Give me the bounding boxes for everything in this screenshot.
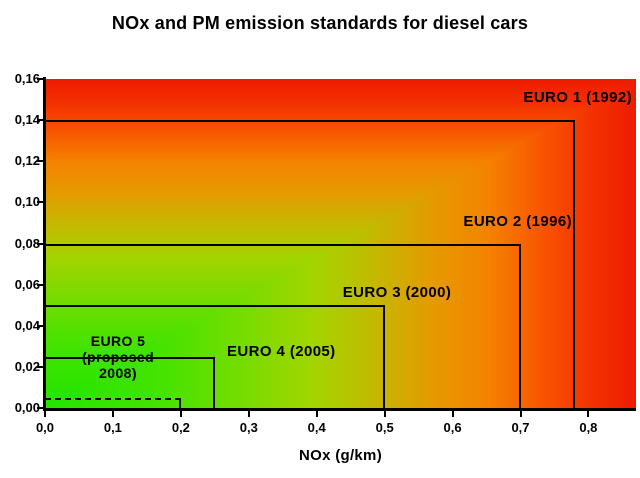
euro-rectangle-euro4 (45, 356, 215, 408)
euro-label-euro4: EURO 4 (2005) (227, 343, 336, 360)
euro-label-euro5: EURO 5 (proposed 2008) (82, 333, 154, 381)
x-axis-tick (383, 411, 386, 417)
x-axis-label: NOx (g/km) (298, 447, 382, 464)
euro-rectangle-euro5 (45, 397, 181, 408)
x-axis-line (43, 408, 636, 411)
chart-title: NOx and PM emission standards for diesel… (111, 13, 529, 33)
plot-area (45, 79, 636, 408)
x-axis-tick (111, 411, 114, 417)
y-tick-label: 0,14 (14, 112, 40, 128)
y-tick-label: 0,12 (14, 153, 40, 169)
y-axis-tick (37, 365, 44, 368)
x-tick-label: 0,3 (239, 420, 258, 435)
x-tick-label: 0,1 (103, 420, 122, 435)
euro-label-line: EURO 5 (90, 333, 146, 349)
y-axis-tick (37, 283, 44, 286)
euro-rectangle-euro2 (45, 243, 521, 408)
x-axis-tick (44, 411, 46, 417)
x-axis-tick (247, 411, 250, 417)
y-axis-line (43, 77, 46, 411)
x-tick-label: 0,6 (443, 420, 462, 435)
y-axis-tick (37, 201, 44, 204)
euro-label-euro2: EURO 2 (1996) (463, 213, 572, 230)
x-tick-label: 0,7 (511, 420, 530, 435)
x-axis-tick (315, 411, 318, 417)
x-axis-tick (451, 411, 454, 417)
euro-rectangle-euro3 (45, 305, 385, 408)
y-tick-label: 0,16 (14, 71, 40, 86)
y-axis-tick (37, 160, 44, 163)
euro-label-line: 2008) (99, 365, 137, 381)
x-tick-label: 0,2 (171, 420, 190, 435)
y-axis-tick (37, 324, 44, 327)
x-axis-tick (519, 411, 522, 417)
x-tick-label: 0,5 (375, 420, 394, 435)
euro-rectangle-euro1 (45, 120, 575, 408)
euro-label-euro3: EURO 3 (2000) (342, 284, 452, 301)
y-tick-label: 0,04 (14, 317, 40, 333)
y-tick-label: 0,06 (14, 276, 40, 292)
x-axis-tick (587, 411, 590, 417)
y-axis-tick (37, 242, 44, 245)
y-axis-tick (37, 407, 44, 409)
euro-label-line: (proposed (81, 349, 155, 365)
y-tick-label: 0,00 (14, 400, 40, 415)
x-tick-label: 0,4 (307, 420, 326, 435)
euro-label-euro1: EURO 1 (1992) (523, 89, 632, 106)
y-tick-label: 0,10 (14, 194, 40, 210)
y-axis-tick (37, 119, 44, 122)
y-axis-tick (37, 78, 44, 80)
x-tick-label: 0,8 (579, 420, 598, 435)
x-axis-tick (179, 411, 182, 417)
x-tick-label: 0,0 (35, 420, 55, 435)
y-tick-label: 0,02 (14, 358, 40, 374)
y-tick-label: 0,08 (14, 235, 40, 251)
